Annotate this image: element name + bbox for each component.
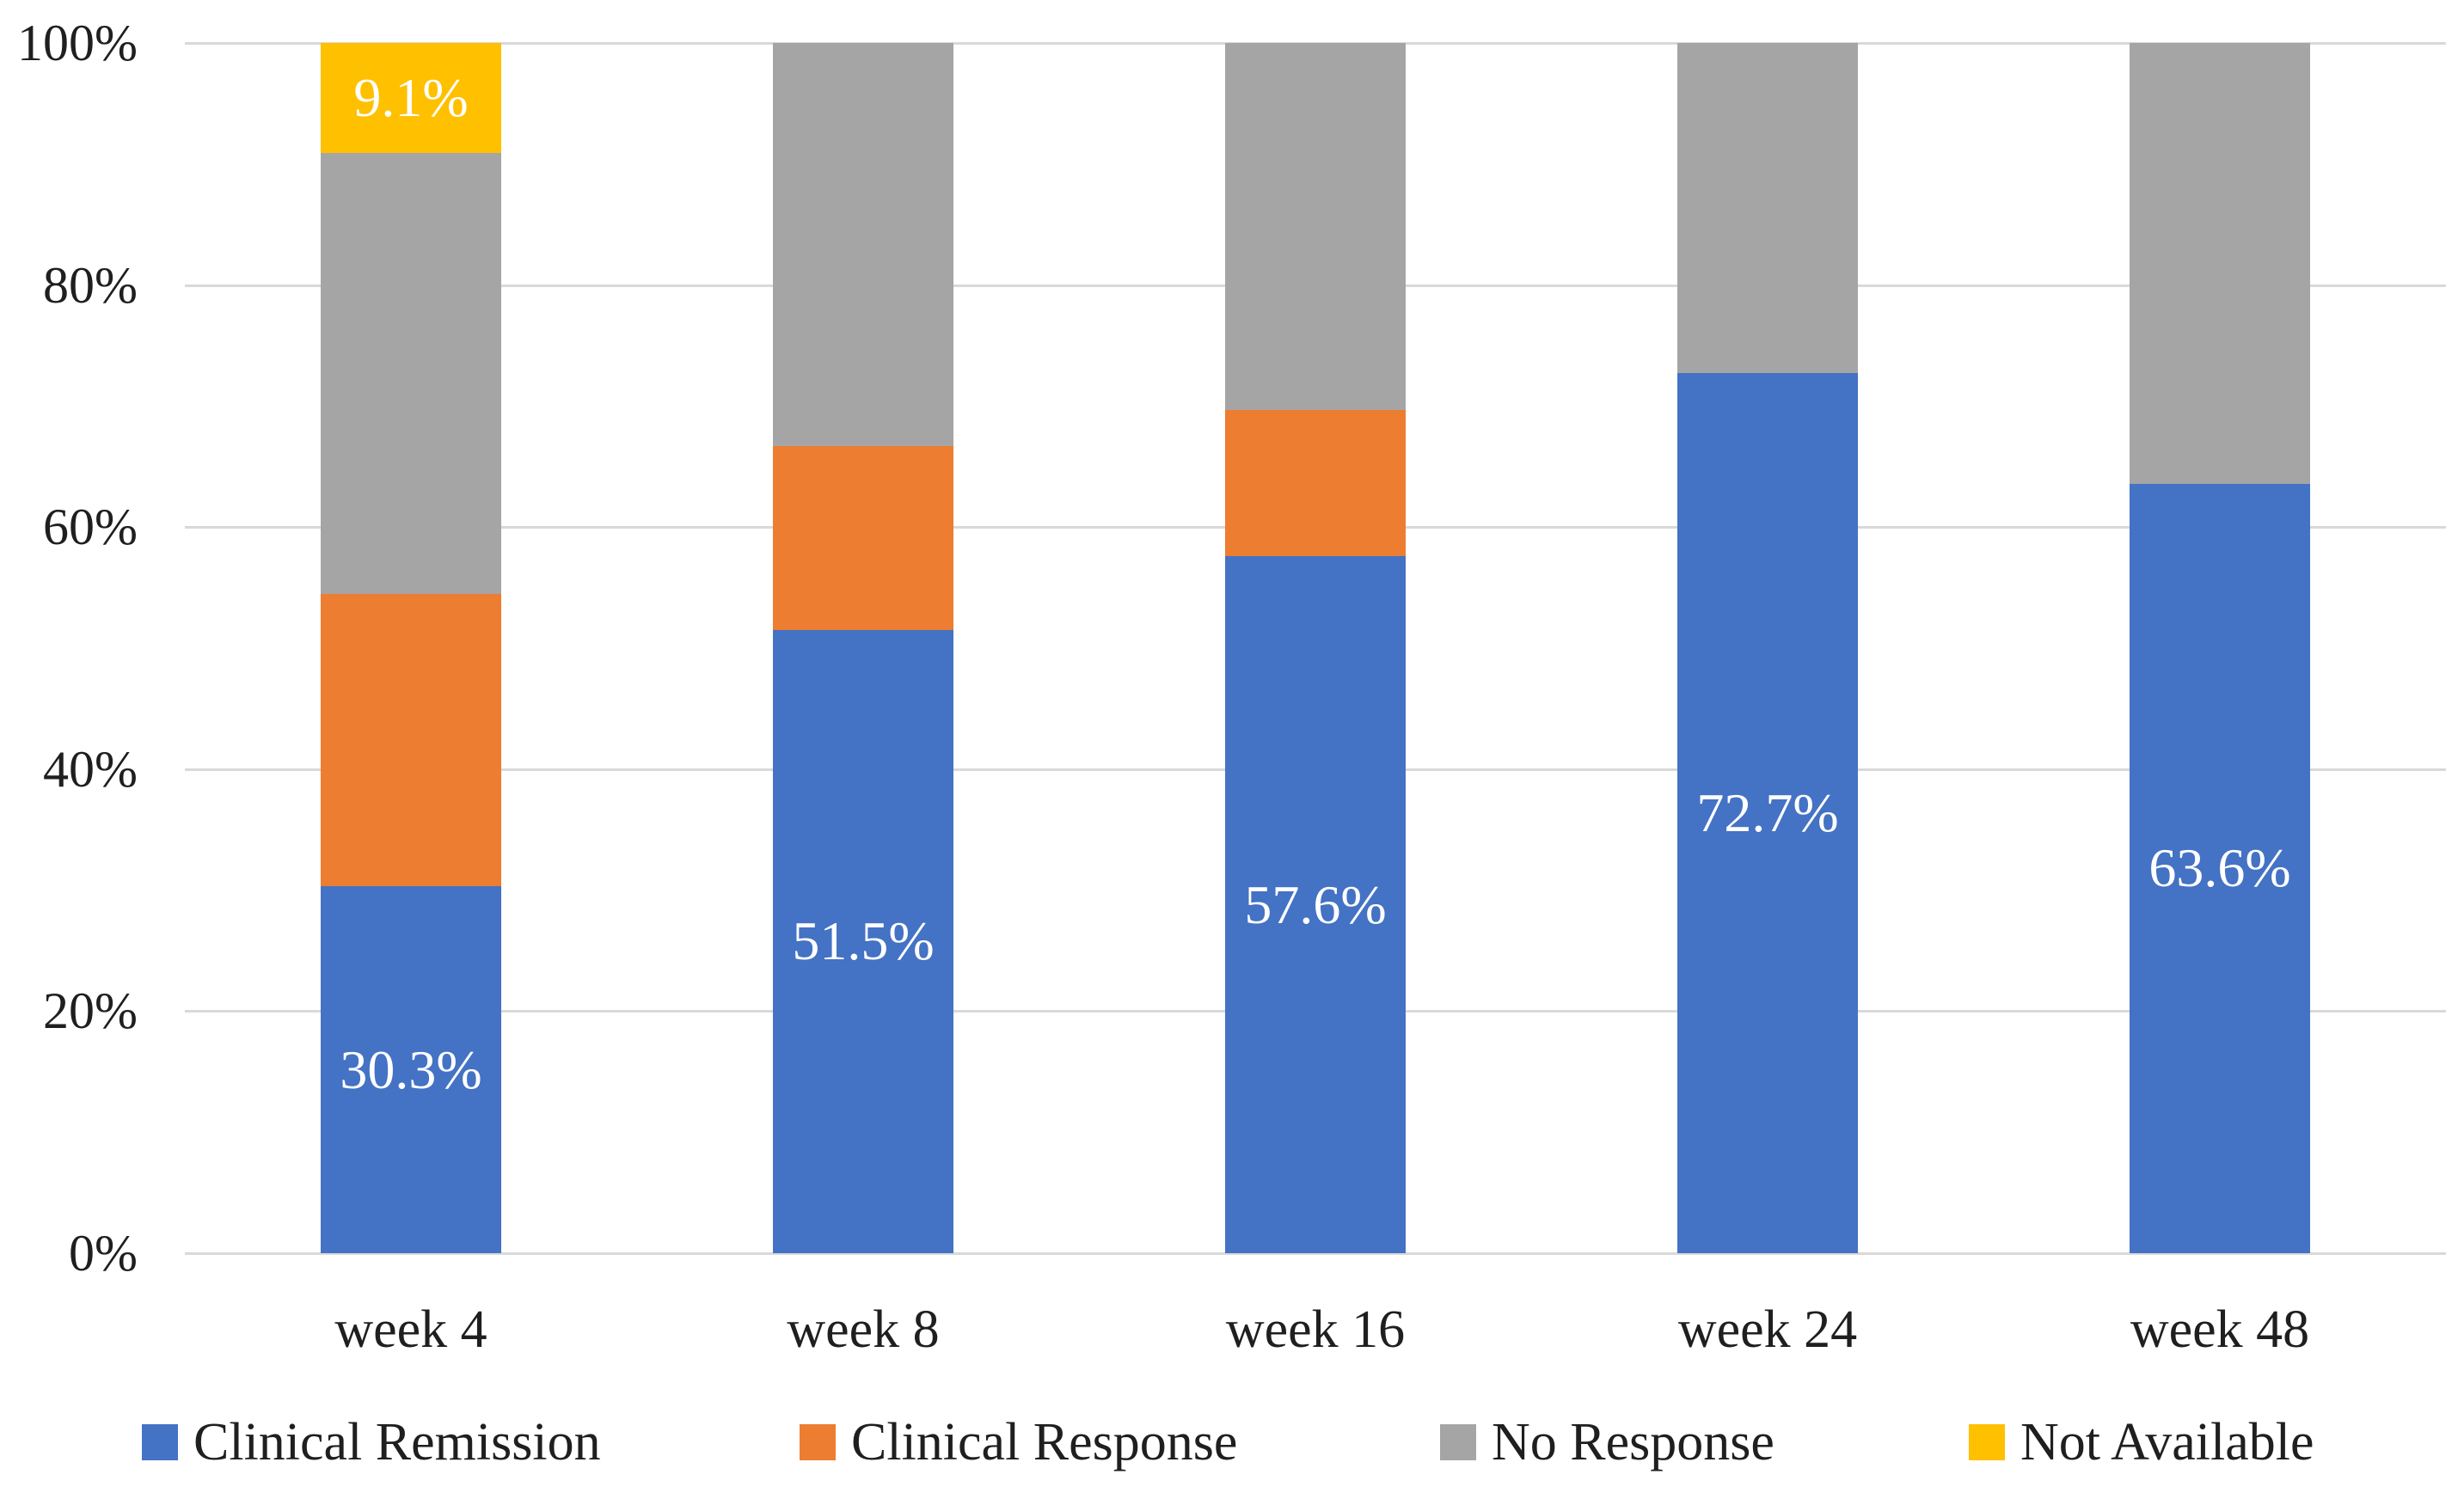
segment-no-response-week-24: [1677, 43, 1858, 374]
data-label-week-4-not-available: 9.1%: [353, 67, 469, 129]
segment-clinical-remission-week-4: 30.3%: [321, 886, 501, 1253]
legend-swatch-not-available: [1969, 1424, 2005, 1460]
y-axis-label-40: 40%: [43, 740, 138, 798]
legend-swatch-clinical-response: [800, 1424, 836, 1460]
legend-label-not-available: Not Available: [2020, 1413, 2314, 1471]
legend-item-no-response: No Response: [1440, 1408, 1774, 1477]
bar-week-4: 30.3% 9.1%: [321, 43, 501, 1253]
legend-swatch-clinical-remission: [142, 1424, 178, 1460]
segment-clinical-remission-week-24: 72.7%: [1677, 373, 1858, 1253]
data-label-week-48-clinical-remission: 63.6%: [2148, 837, 2291, 899]
legend-label-clinical-remission: Clinical Remission: [193, 1413, 601, 1471]
y-axis: 0% 20% 40% 60% 80% 100%: [0, 17, 146, 1279]
bar-week-16: 57.6%: [1225, 43, 1406, 1253]
legend-item-not-available: Not Available: [1969, 1408, 2314, 1477]
y-axis-label-20: 20%: [43, 982, 138, 1040]
legend-label-clinical-response: Clinical Response: [851, 1413, 1238, 1471]
x-axis-label-week-24: week 24: [1677, 1300, 1858, 1359]
x-axis-label-week-8: week 8: [787, 1300, 940, 1359]
segment-no-response-week-8: [773, 43, 953, 446]
segment-clinical-response-week-16: [1225, 409, 1406, 556]
y-axis-label-80: 80%: [43, 256, 138, 314]
legend: Clinical Remission Clinical Response No Re…: [0, 1408, 2464, 1477]
x-axis-label-week-16: week 16: [1225, 1300, 1406, 1359]
plot-area: 30.3% 9.1% 51.5% 57.6% 72.7% 63.6%: [185, 42, 2446, 1255]
data-label-week-16-clinical-remission: 57.6%: [1244, 873, 1387, 935]
segment-clinical-remission-week-48: 63.6%: [2130, 483, 2310, 1253]
data-label-week-4-clinical-remission: 30.3%: [340, 1038, 482, 1100]
bar-column-week-8: 51.5%: [637, 43, 1089, 1253]
segment-clinical-remission-week-16: 57.6%: [1225, 556, 1406, 1253]
data-label-week-8-clinical-remission: 51.5%: [792, 910, 935, 972]
segment-no-response-week-4: [321, 153, 501, 594]
bar-week-24: 72.7%: [1677, 43, 1858, 1253]
bar-week-48: 63.6%: [2130, 43, 2310, 1253]
bar-column-week-4: 30.3% 9.1%: [185, 43, 637, 1253]
y-axis-label-0: 0%: [69, 1225, 138, 1282]
bar-week-8: 51.5%: [773, 43, 953, 1253]
legend-item-clinical-remission: Clinical Remission: [142, 1408, 601, 1477]
bars-container: 30.3% 9.1% 51.5% 57.6% 72.7% 63.6%: [185, 43, 2446, 1253]
bar-column-week-48: 63.6%: [1994, 43, 2446, 1253]
x-axis-label-week-4: week 4: [334, 1300, 487, 1359]
gridline-0: [185, 1252, 2446, 1255]
segment-no-response-week-16: [1225, 43, 1406, 410]
y-axis-label-60: 60%: [43, 499, 138, 556]
segment-clinical-remission-week-8: 51.5%: [773, 629, 953, 1253]
x-axis: week 4 week 8 week 16 week 24 week 48: [185, 1300, 2446, 1361]
x-axis-label-week-48: week 48: [2130, 1300, 2310, 1359]
bar-column-week-16: 57.6%: [1089, 43, 1542, 1253]
bar-column-week-24: 72.7%: [1542, 43, 1994, 1253]
y-axis-label-100: 100%: [17, 15, 138, 71]
legend-item-clinical-response: Clinical Response: [800, 1408, 1237, 1477]
legend-label-no-response: No Response: [1492, 1413, 1774, 1471]
segment-no-response-week-48: [2130, 43, 2310, 484]
segment-clinical-response-week-4: [321, 593, 501, 887]
legend-swatch-no-response: [1440, 1424, 1476, 1460]
data-label-week-24-clinical-remission: 72.7%: [1696, 782, 1839, 844]
segment-clinical-response-week-8: [773, 445, 953, 630]
segment-not-available-week-4: 9.1%: [321, 43, 501, 154]
